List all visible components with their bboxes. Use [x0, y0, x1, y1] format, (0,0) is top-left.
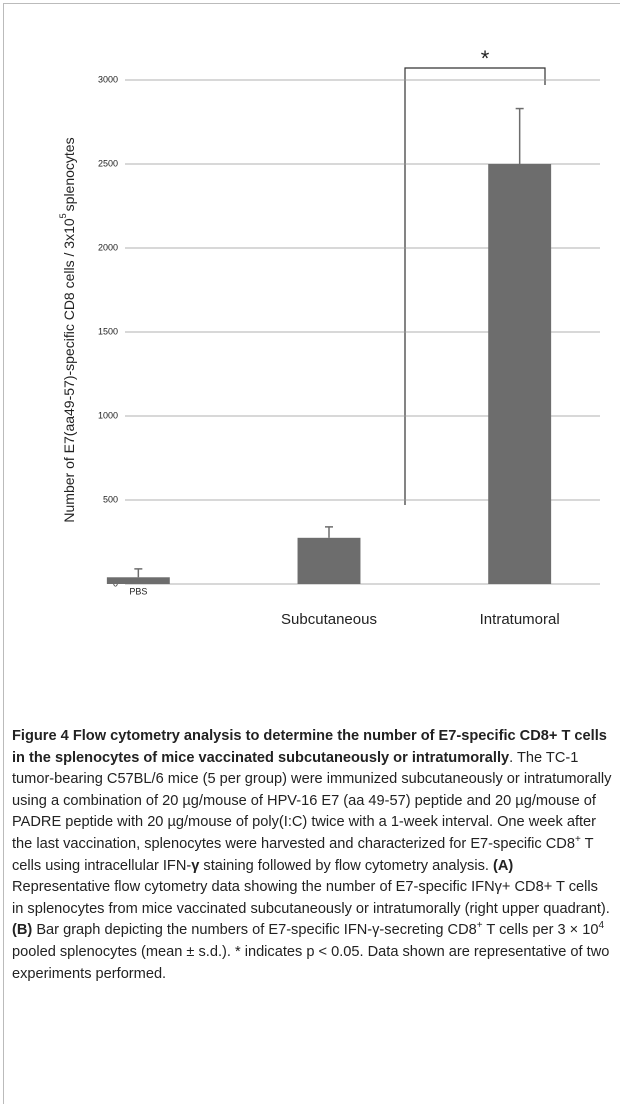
y-tick-label: 3000	[98, 74, 118, 84]
caption-superscript: +	[476, 920, 483, 932]
caption-superscript: +	[574, 834, 581, 846]
chart: Number of E7(aa49-57)-specific CD8 cells…	[58, 46, 600, 628]
y-tick-label: 2000	[98, 242, 118, 252]
bar	[297, 537, 361, 584]
bar	[488, 164, 552, 584]
significance-star: *	[481, 46, 490, 71]
caption-text: staining followed by flow cytometry anal…	[199, 857, 493, 874]
caption-text: Representative flow cytometry data showi…	[12, 879, 610, 917]
caption-bold: (B)	[12, 922, 33, 939]
y-axis-label-sup: 5	[58, 213, 68, 218]
y-tick-label: 1000	[98, 410, 118, 420]
caption-bold: (A)	[493, 857, 514, 874]
y-tick-label: 500	[103, 494, 118, 504]
bar	[106, 577, 170, 584]
significance-bracket	[404, 67, 546, 505]
y-tick-label: 1500	[98, 326, 118, 336]
y-axis-label-text: Number of E7(aa49-57)-specific CD8 cells…	[61, 218, 77, 522]
caption-text: pooled splenocytes (mean ± s.d.). * indi…	[12, 943, 610, 982]
y-axis-label: Number of E7(aa49-57)-specific CD8 cells…	[58, 137, 76, 522]
x-tick-label: Intratumoral	[480, 611, 560, 628]
y-tick-label: 2500	[98, 158, 118, 168]
caption-superscript: 4	[598, 920, 605, 932]
x-tick-label: Subcutaneous	[281, 611, 377, 628]
figure-caption: Figure 4 Flow cytometry analysis to dete…	[12, 726, 612, 985]
caption-text: . The TC-1 tumor-bearing C57BL/6 mice (5…	[12, 749, 612, 852]
caption-bold: γ	[191, 857, 200, 874]
y-axis-label-after: splenocytes	[61, 137, 77, 211]
x-tick-label: PBS	[129, 586, 147, 596]
figure-frame	[3, 3, 620, 1104]
caption-bold: Figure 4 Flow cytometry analysis to dete…	[12, 728, 607, 766]
caption-text: T cells per 3 × 10	[482, 922, 599, 939]
caption-text: Bar graph depicting the numbers of E7-sp…	[32, 922, 477, 939]
caption-text: T cells using intracellular IFN-	[12, 835, 594, 874]
